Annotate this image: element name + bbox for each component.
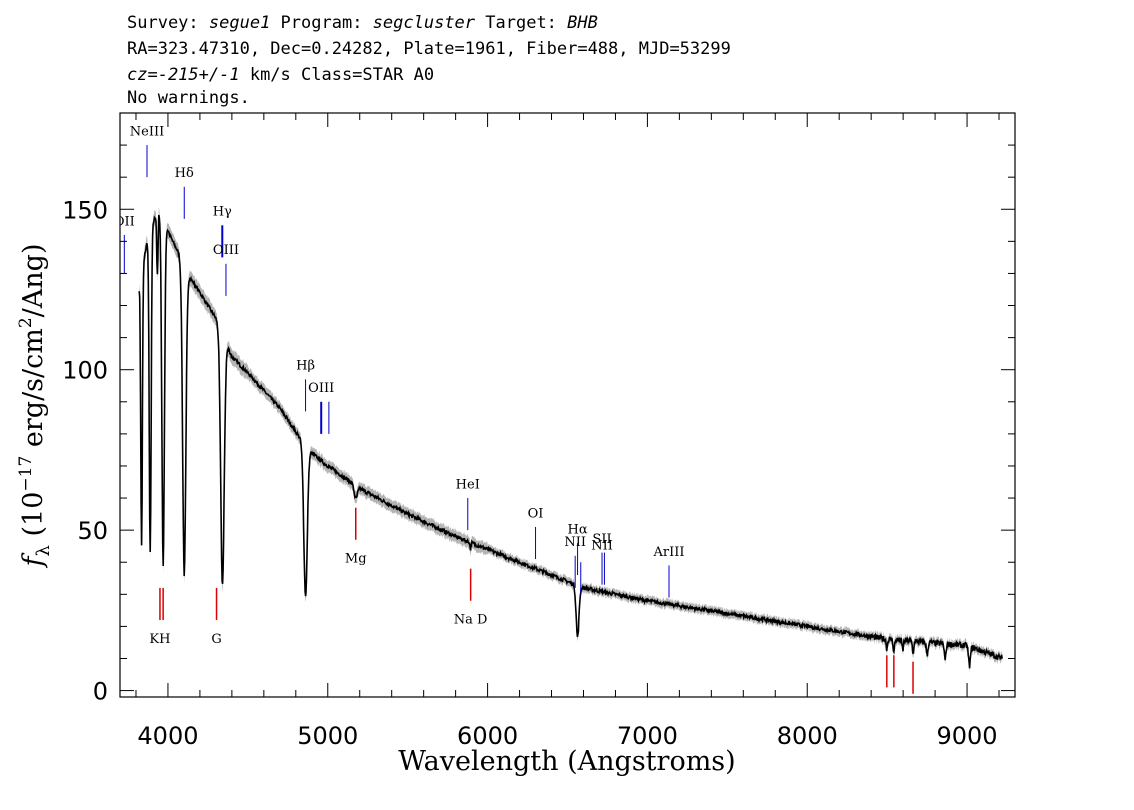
y-title-part: erg/s/cm [18, 328, 49, 456]
header-segment: BHB [567, 13, 598, 33]
x-tick-label: 8000 [777, 722, 838, 750]
x-tick-label: 6000 [457, 722, 518, 750]
header-segment: Survey: [127, 13, 209, 33]
y-title-sup: −17 [16, 456, 36, 492]
emission-line-label: SII [592, 532, 611, 547]
header-segment: Target: [475, 13, 567, 33]
emission-line-label: NII [591, 538, 613, 553]
header-line-2: RA=323.47310, Dec=0.24282, Plate=1961, F… [127, 39, 731, 59]
absorption-line-label: G [211, 632, 221, 647]
header-segment: cz=-215+/-1 [127, 65, 240, 85]
header-segment: segcluster [373, 13, 476, 33]
emission-line-label: OIII [308, 381, 334, 396]
x-tick-label: 7000 [617, 722, 678, 750]
y-title-part: (10 [18, 492, 49, 545]
error-band [139, 207, 1003, 673]
header-line-4: No warnings. [127, 88, 250, 108]
absorption-line-label: KH [149, 632, 170, 647]
emission-line-label: OIII [213, 243, 239, 258]
x-axis-title: Wavelength (Angstroms) [398, 746, 735, 777]
emission-line-label: Hβ [296, 359, 315, 374]
emission-line-label: OII [114, 214, 135, 229]
y-axis-title: fλ (10−17 erg/s/cm2/Ang) [16, 244, 54, 569]
axis-ticks: 4000 5000 6000 7000 8000 9000 0 50 100 150 [62, 113, 1015, 750]
emission-line-label: HeI [456, 477, 480, 492]
header-line-3: cz=-215+/-1 km/s Class=STAR A0 [127, 65, 434, 85]
x-tick-label: 5000 [297, 722, 358, 750]
absorption-line-label: Na D [454, 613, 488, 628]
y-title-sub: λ [33, 545, 54, 556]
y-title-part: /Ang) [18, 244, 49, 318]
header-block: Survey: segue1 Program: segcluster Targe… [127, 13, 731, 108]
emission-line-label: OI [528, 506, 544, 521]
y-title-sup: 2 [16, 317, 36, 328]
y-tick-label: 0 [93, 678, 108, 706]
emission-line-label: NII [564, 535, 586, 550]
absorption-line-label: Mg [345, 552, 367, 567]
emission-line-label: Hδ [175, 166, 194, 181]
x-tick-label: 9000 [937, 722, 998, 750]
y-tick-label: 50 [77, 517, 108, 545]
emission-line-label: Hγ [213, 205, 232, 220]
y-tick-label: 100 [62, 357, 108, 385]
spectrum-line [138, 214, 1003, 669]
emission-line-label: NeIII [130, 124, 164, 139]
emission-line-label: Hα [568, 522, 588, 537]
header-segment: km/s Class=STAR A0 [240, 65, 434, 85]
y-tick-label: 150 [62, 196, 108, 224]
emission-line-label: ArIII [652, 545, 684, 560]
header-segment: segue1 [209, 13, 270, 33]
absorption-line-label: CaIII [870, 699, 903, 714]
x-tick-label: 4000 [137, 722, 198, 750]
header-segment: Program: [270, 13, 372, 33]
plot-frame [119, 112, 1016, 698]
header-line-1: Survey: segue1 Program: segcluster Targe… [127, 13, 598, 33]
